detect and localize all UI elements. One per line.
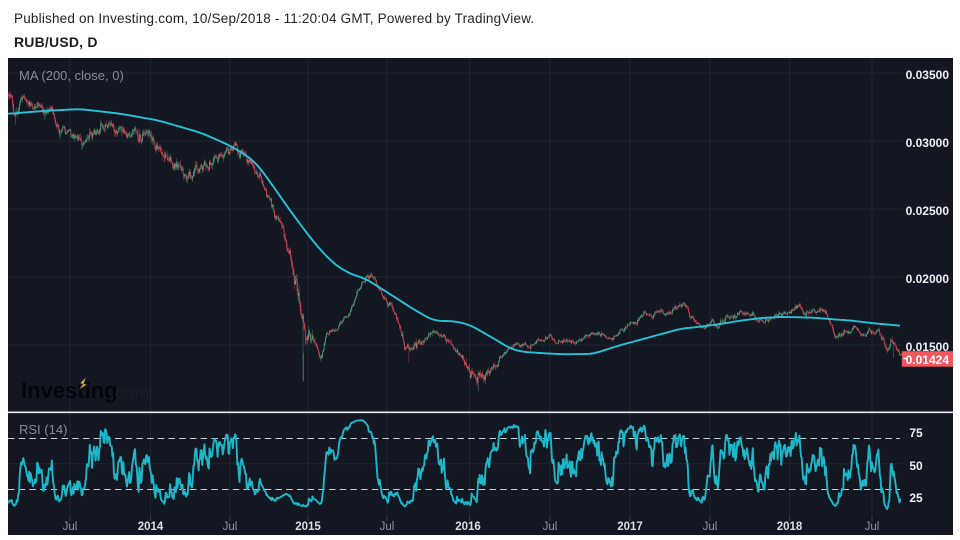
svg-text:.com: .com (110, 383, 150, 402)
svg-text:Investing: Investing (21, 378, 118, 403)
